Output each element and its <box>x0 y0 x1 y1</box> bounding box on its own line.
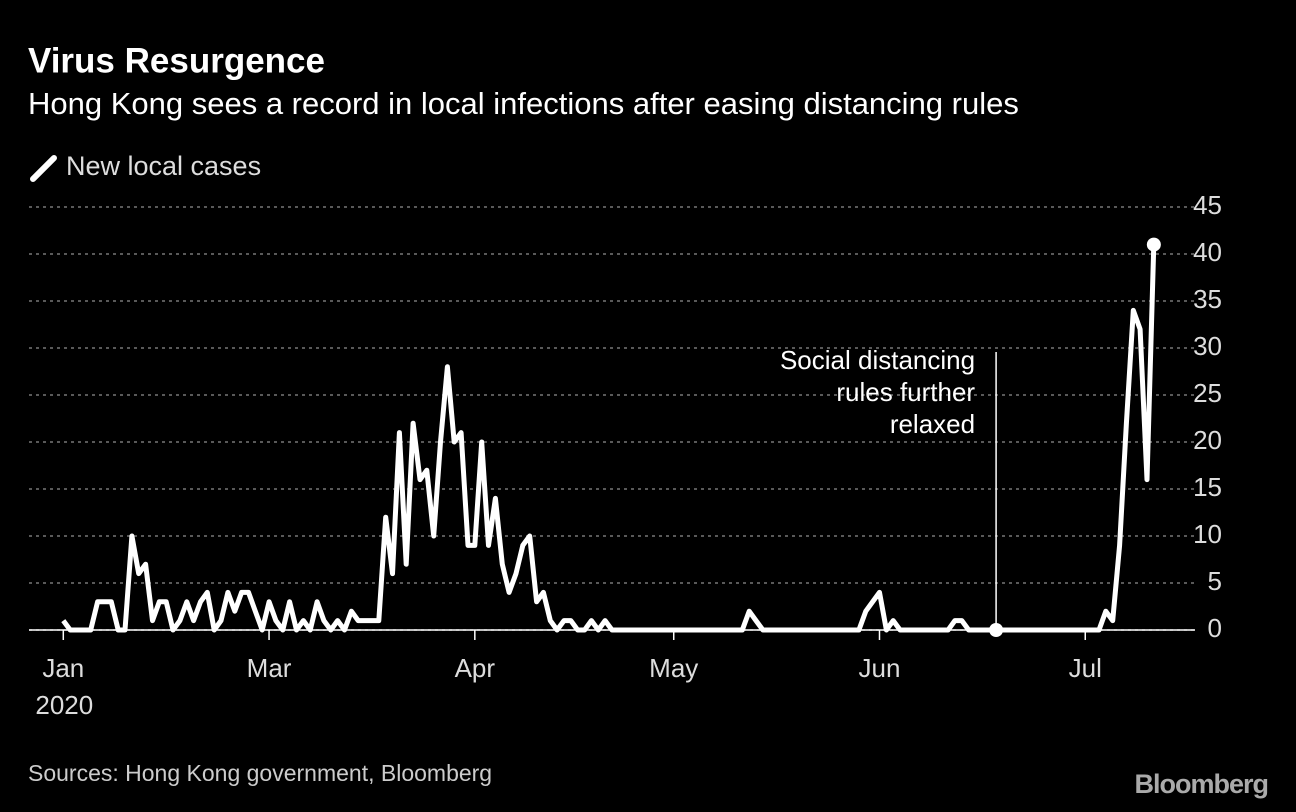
y-tick-label: 40 <box>1193 237 1222 267</box>
y-tick-label: 0 <box>1208 613 1222 643</box>
data-line <box>61 244 1157 633</box>
y-tick-label: 35 <box>1193 284 1222 314</box>
x-tick-sublabel: 2020 <box>35 690 93 720</box>
x-tick-label: Jun <box>859 653 901 683</box>
y-tick-label: 20 <box>1193 425 1222 455</box>
annotation-point <box>989 623 1004 637</box>
chart-title: Virus Resurgence <box>28 41 325 80</box>
x-tick-label: May <box>649 653 698 683</box>
x-tick-label: Apr <box>455 653 496 683</box>
x-tick-label: Mar <box>247 653 292 683</box>
legend-icon <box>30 155 57 182</box>
legend-label: New local cases <box>66 151 261 181</box>
y-tick-label: 25 <box>1193 378 1222 408</box>
annotation-text: Social distancing <box>780 345 975 375</box>
source: Sources: Hong Kong government, Bloomberg <box>28 760 492 786</box>
chart-subtitle: Hong Kong sees a record in local infecti… <box>28 86 1019 121</box>
y-tick-label: 5 <box>1208 566 1222 596</box>
annotation-text: relaxed <box>890 409 975 439</box>
brand: Bloomberg <box>1134 769 1268 799</box>
annotation-text: rules further <box>836 377 975 407</box>
x-tick-label: Jul <box>1069 653 1102 683</box>
y-tick-label: 10 <box>1193 519 1222 549</box>
end-point <box>1146 237 1161 252</box>
x-tick-label: Jan <box>42 653 84 683</box>
y-tick-label: 30 <box>1193 331 1222 361</box>
y-tick-label: 15 <box>1193 472 1222 502</box>
y-tick-label: 45 <box>1193 190 1222 220</box>
